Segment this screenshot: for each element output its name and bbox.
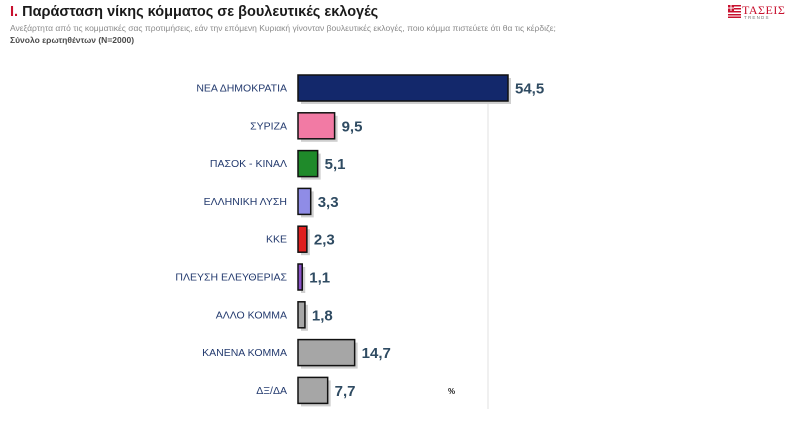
category-label: ΚΚΕ	[266, 234, 287, 246]
title-number: I.	[10, 4, 19, 20]
chart-subtitle: Ανεξάρτητα από τις κομματικές σας προτιμ…	[10, 23, 556, 33]
bar-group: ΝΕΑ ΔΗΜΟΚΡΑΤΙΑ 54,5	[196, 74, 544, 104]
bar	[297, 112, 336, 140]
unit-label: %	[448, 387, 455, 396]
logo-tagline: TRENDS	[744, 15, 770, 20]
bar-group: ΕΛΛΗΝΙΚΗ ΛΥΣΗ 3,3	[204, 187, 339, 218]
bar-group: ΚΑΝΕΝΑ ΚΟΜΜΑ 14,7	[202, 338, 391, 369]
title-text: Παράσταση νίκης κόμματος σε βουλευτικές …	[22, 4, 379, 20]
bar-group: ΑΛΛΟ ΚΟΜΜΑ 1,8	[216, 301, 333, 331]
bar-group: ΣΥΡΙΖΑ 9,5	[250, 112, 363, 142]
chart-title: I. Παράσταση νίκης κόμματος σε βουλευτικ…	[10, 4, 710, 20]
category-label: ΚΑΝΕΝΑ ΚΟΜΜΑ	[202, 347, 287, 359]
category-label: ΔΞ/ΔΑ	[256, 385, 287, 397]
value-label: 2,3	[314, 232, 335, 249]
bar	[297, 376, 329, 405]
bar	[297, 263, 303, 291]
bar-group: ΠΛΕΥΣΗ ΕΛΕΥΘΕΡΙΑΣ 1,1	[175, 263, 330, 293]
category-label: ΠΑΣΟΚ - ΚΙΝΑΛ	[210, 158, 287, 170]
value-label: 5,1	[325, 156, 346, 173]
logo-brand: ΤΑΣΕΙΣ	[742, 3, 786, 17]
bar	[297, 187, 312, 216]
flag-icon	[728, 5, 741, 18]
bar	[297, 338, 356, 367]
bar	[297, 149, 319, 178]
value-label: 3,3	[318, 194, 339, 211]
bar	[297, 74, 509, 102]
bar-shadow	[301, 267, 306, 293]
brand-logo: ΤΑΣΕΙΣ TRENDS	[728, 3, 786, 23]
bar	[297, 301, 306, 329]
bars-layer: ΝΕΑ ΔΗΜΟΚΡΑΤΙΑ 54,5 ΣΥΡΙΖΑ 9,5 ΠΑΣΟΚ - ΚΙΝΑΛ…	[175, 74, 544, 407]
value-label: 54,5	[515, 81, 544, 98]
chart-header: I. Παράσταση νίκης κόμματος σε βουλευτικ…	[10, 4, 710, 45]
category-label: ΠΛΕΥΣΗ ΕΛΕΥΘΕΡΙΑΣ	[175, 272, 287, 284]
value-label: 9,5	[342, 118, 363, 135]
category-label: ΣΥΡΙΖΑ	[250, 120, 287, 132]
category-label: ΕΛΛΗΝΙΚΗ ΛΥΣΗ	[204, 196, 287, 208]
value-label: 1,1	[309, 270, 330, 287]
bar-group: ΠΑΣΟΚ - ΚΙΝΑΛ 5,1	[210, 149, 346, 180]
value-label: 7,7	[335, 383, 356, 400]
category-label: ΑΛΛΟ ΚΟΜΜΑ	[216, 309, 287, 321]
value-label: 14,7	[362, 345, 391, 362]
bar-group: ΔΞ/ΔΑ 7,7	[256, 376, 356, 407]
value-label: 1,8	[312, 307, 333, 324]
bar-group: ΚΚΕ 2,3	[266, 225, 335, 256]
sample-size: Σύνολο ερωτηθέντων (N=2000)	[10, 35, 135, 45]
bar	[297, 225, 308, 253]
category-label: ΝΕΑ ΔΗΜΟΚΡΑΤΙΑ	[196, 83, 287, 95]
